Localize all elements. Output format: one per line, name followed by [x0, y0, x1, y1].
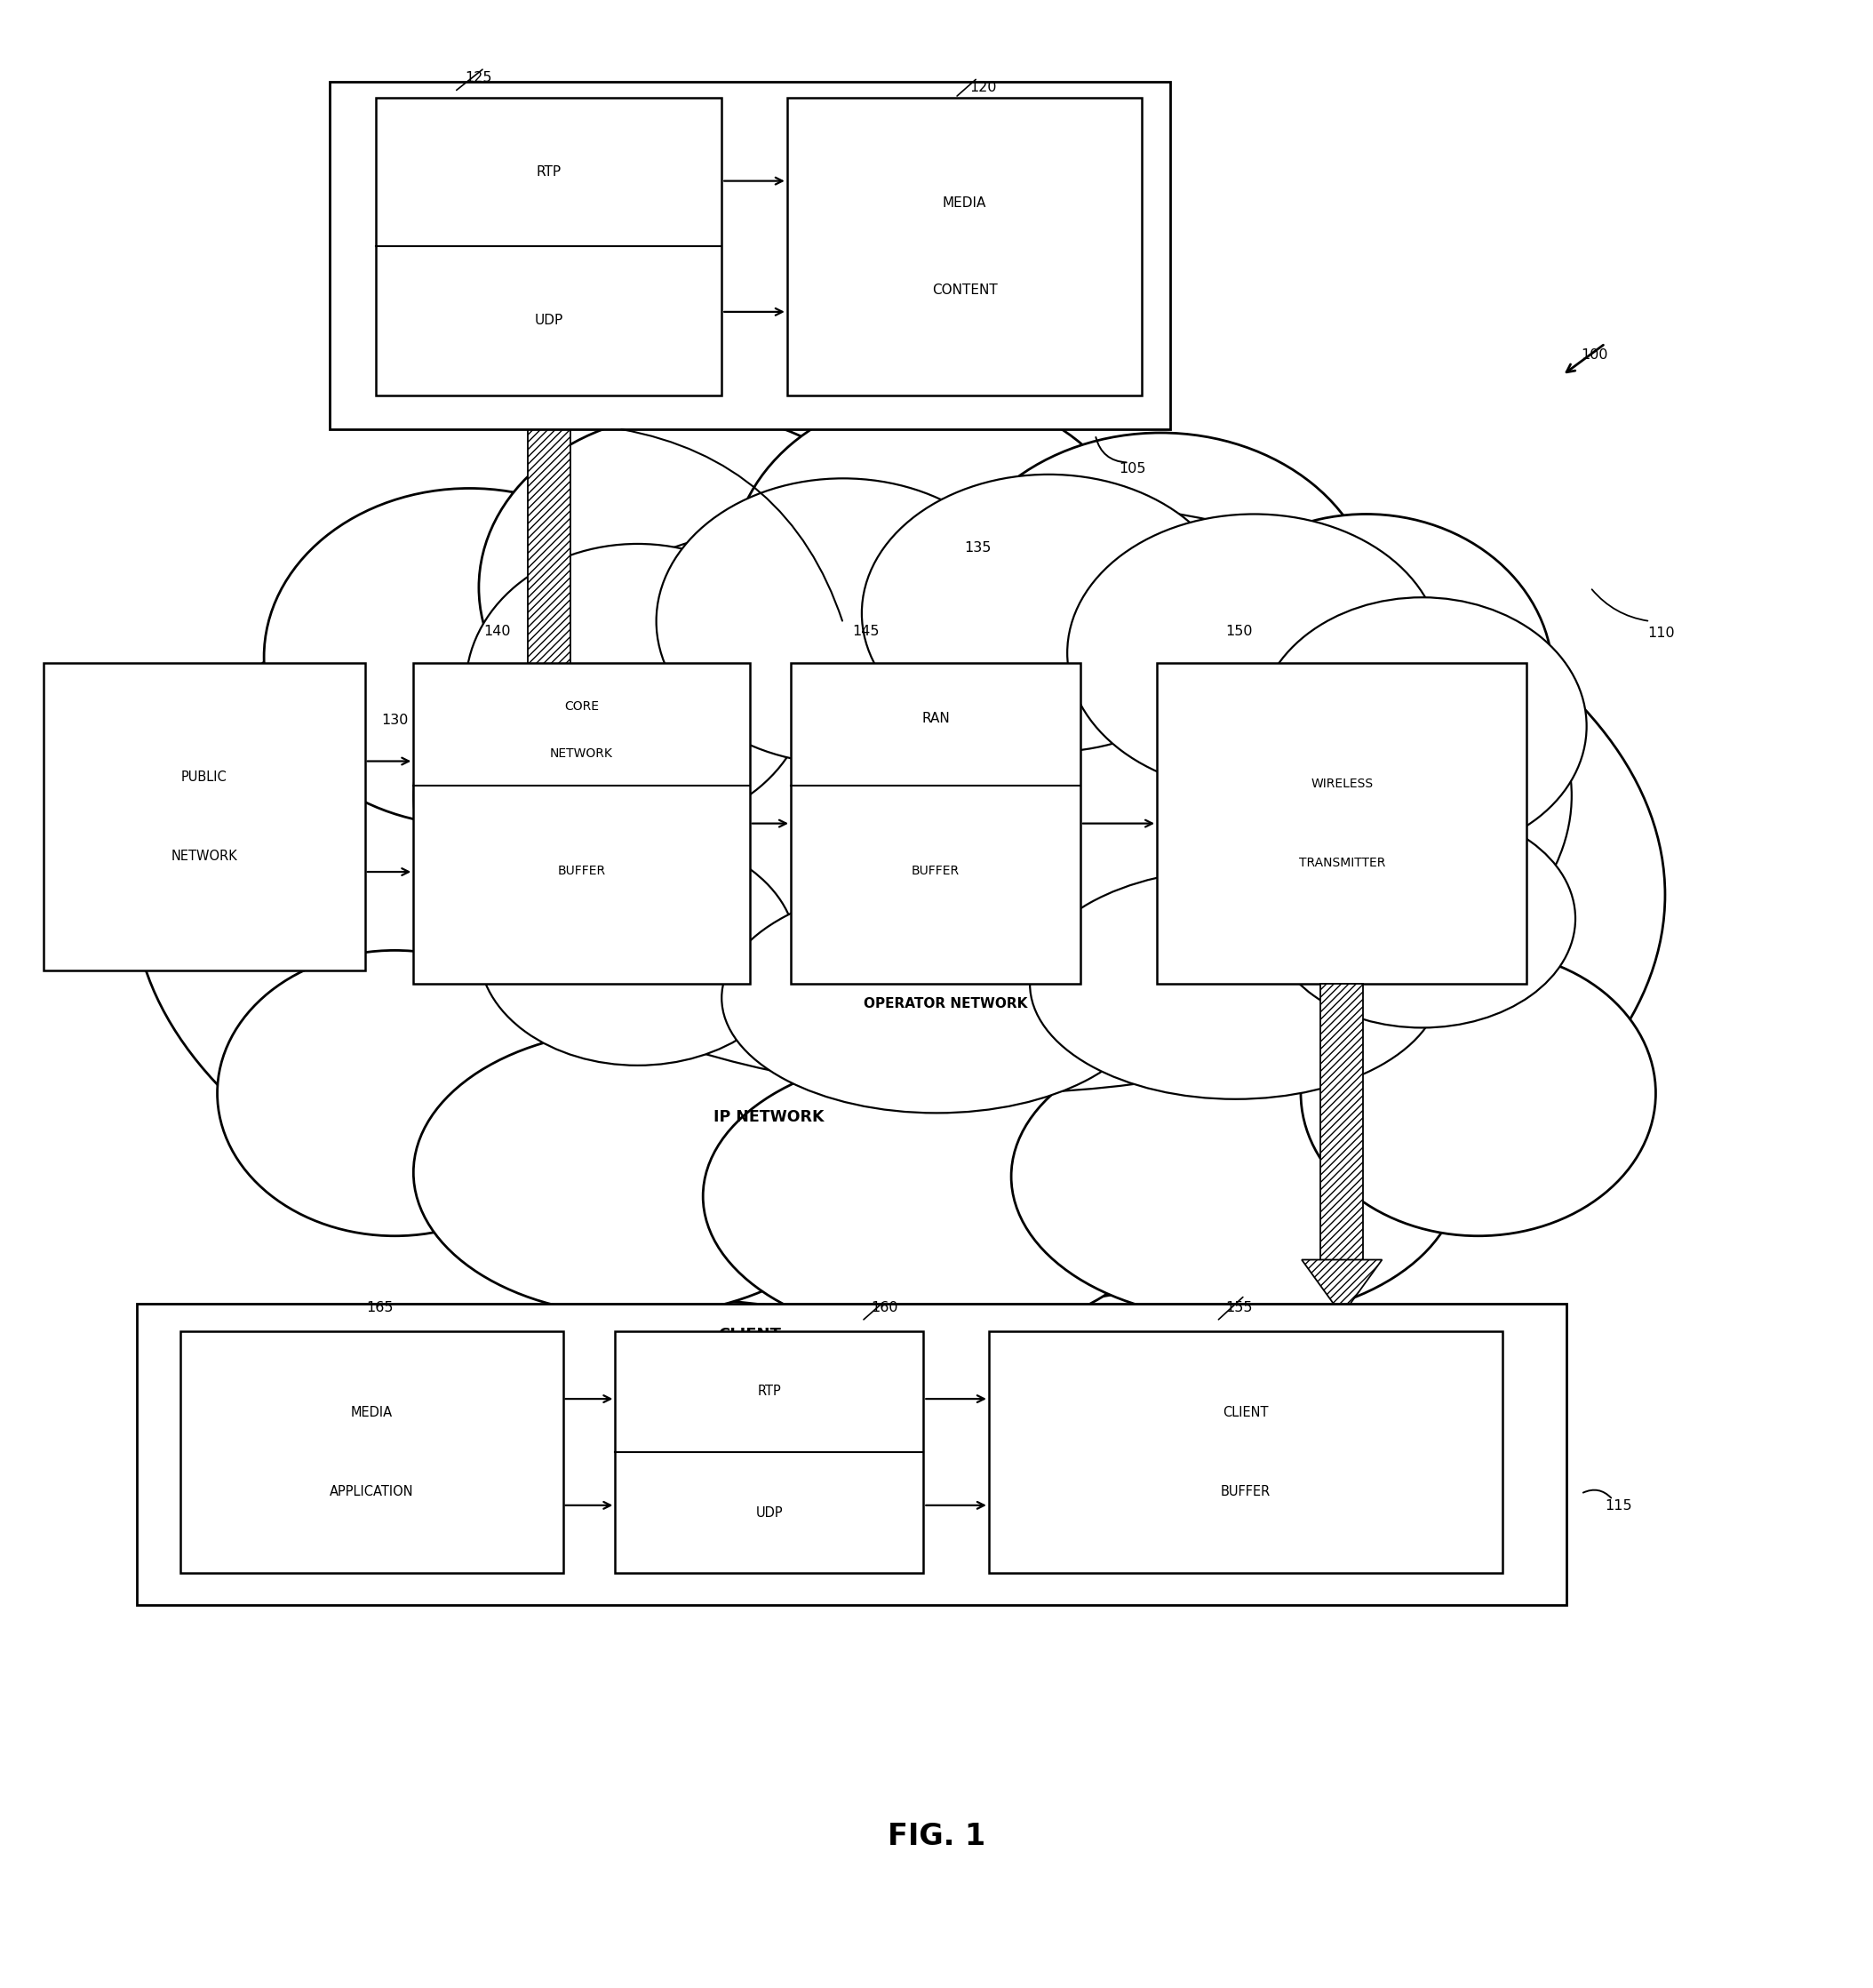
Ellipse shape	[479, 835, 796, 1066]
Text: 105: 105	[1118, 461, 1146, 475]
Ellipse shape	[721, 883, 1152, 1113]
Bar	[137, 1304, 1566, 1604]
Ellipse shape	[1030, 869, 1440, 1099]
Bar	[989, 1332, 1502, 1573]
Text: 100: 100	[1581, 348, 1607, 362]
Text: RTP: RTP	[536, 165, 562, 179]
Polygon shape	[509, 684, 588, 740]
Text: MEDIA: MEDIA	[350, 1406, 391, 1419]
Text: CLIENT: CLIENT	[717, 1328, 781, 1344]
Bar	[330, 82, 1171, 429]
Text: FIG. 1: FIG. 1	[888, 1823, 985, 1851]
Ellipse shape	[862, 475, 1236, 751]
Ellipse shape	[414, 499, 1571, 1093]
Ellipse shape	[1259, 596, 1586, 855]
Text: OPERATOR NETWORK: OPERATOR NETWORK	[863, 998, 1028, 1010]
Ellipse shape	[414, 1030, 862, 1316]
Text: RTP: RTP	[757, 1386, 781, 1398]
Text: UDP: UDP	[755, 1505, 783, 1519]
Ellipse shape	[133, 479, 1665, 1312]
Text: 160: 160	[871, 1300, 897, 1314]
Text: 125: 125	[465, 72, 493, 85]
Text: BUFFER: BUFFER	[558, 865, 605, 877]
Bar	[414, 662, 749, 984]
Ellipse shape	[264, 489, 674, 825]
Text: TRANSMITTER: TRANSMITTER	[1298, 857, 1386, 869]
Text: 130: 130	[382, 714, 408, 728]
Bar	[790, 662, 1081, 984]
Text: 135: 135	[965, 541, 991, 555]
Bar	[376, 97, 721, 396]
Text: IP NETWORK: IP NETWORK	[714, 1109, 824, 1125]
Bar	[614, 1332, 923, 1573]
Bar	[787, 97, 1143, 396]
Text: CORE: CORE	[564, 700, 599, 712]
Text: NETWORK: NETWORK	[170, 849, 238, 863]
Text: 145: 145	[852, 624, 878, 638]
Ellipse shape	[466, 545, 809, 829]
Ellipse shape	[656, 479, 1030, 763]
Text: PUBLIC: PUBLIC	[182, 769, 227, 783]
Text: BUFFER: BUFFER	[1221, 1485, 1270, 1499]
Text: BUFFER: BUFFER	[912, 865, 959, 877]
Ellipse shape	[1068, 515, 1440, 791]
Text: APPLICATION: APPLICATION	[330, 1485, 414, 1499]
Text: CLIENT: CLIENT	[1223, 1406, 1268, 1419]
Bar	[1158, 662, 1526, 984]
Bar	[43, 662, 365, 970]
Text: 150: 150	[1225, 624, 1253, 638]
Text: RAN: RAN	[922, 712, 950, 726]
Ellipse shape	[1270, 809, 1575, 1028]
Text: UDP: UDP	[534, 314, 564, 328]
Ellipse shape	[1300, 950, 1656, 1237]
Text: 140: 140	[483, 624, 511, 638]
Ellipse shape	[702, 1054, 1171, 1340]
Text: 120: 120	[970, 82, 996, 93]
Ellipse shape	[730, 394, 1143, 742]
Ellipse shape	[946, 433, 1375, 781]
Text: 155: 155	[1225, 1300, 1253, 1314]
Bar	[528, 396, 571, 684]
Text: CONTENT: CONTENT	[931, 284, 996, 296]
Text: WIRELESS: WIRELESS	[1311, 777, 1373, 789]
Polygon shape	[1302, 1260, 1382, 1316]
Text: 110: 110	[1648, 626, 1674, 640]
Ellipse shape	[217, 950, 573, 1237]
Bar	[1320, 984, 1364, 1260]
Ellipse shape	[479, 414, 908, 761]
Text: NETWORK: NETWORK	[551, 747, 612, 759]
Text: MEDIA: MEDIA	[942, 197, 987, 209]
Ellipse shape	[1180, 515, 1553, 839]
Ellipse shape	[1011, 1034, 1459, 1320]
Bar	[180, 1332, 564, 1573]
Text: 165: 165	[367, 1300, 393, 1314]
Text: 115: 115	[1605, 1499, 1631, 1513]
Text: SERVER: SERVER	[581, 99, 657, 115]
